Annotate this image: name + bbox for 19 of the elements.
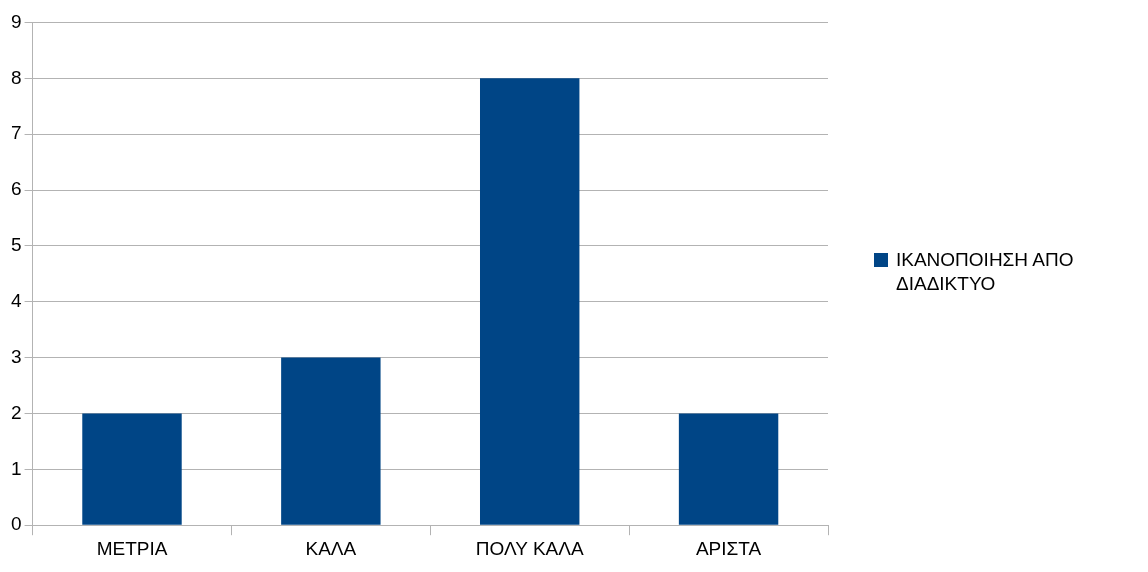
x-tick-label: ΚΑΛΑ xyxy=(305,537,357,559)
bar xyxy=(678,413,779,525)
y-tick-label: 8 xyxy=(10,66,22,88)
y-tick-label: 6 xyxy=(10,178,22,200)
y-tick-label: 5 xyxy=(10,234,22,256)
y-tick-label: 7 xyxy=(10,122,22,144)
y-tick-label: 1 xyxy=(10,457,22,479)
legend-label: ΙΚΑΝΟΠΟΙΗΣΗ ΑΠΟ ΔΙΑΔΙΚΤΥΟ xyxy=(896,248,1075,296)
bar xyxy=(281,357,381,525)
y-tick-label: 3 xyxy=(10,345,22,367)
y-tick-label: 2 xyxy=(10,401,22,423)
y-tick-label: 0 xyxy=(10,513,22,535)
bar xyxy=(82,413,182,525)
y-tick-label: 9 xyxy=(10,10,22,32)
bar xyxy=(480,78,580,525)
x-tick-label: ΑΡΙΣΤΑ xyxy=(695,537,762,559)
x-tick-label: ΠΟΛΥ ΚΑΛΑ xyxy=(475,537,584,559)
x-tick-label: ΜΕΤΡΙΑ xyxy=(96,537,168,559)
y-tick-label: 4 xyxy=(10,289,22,311)
